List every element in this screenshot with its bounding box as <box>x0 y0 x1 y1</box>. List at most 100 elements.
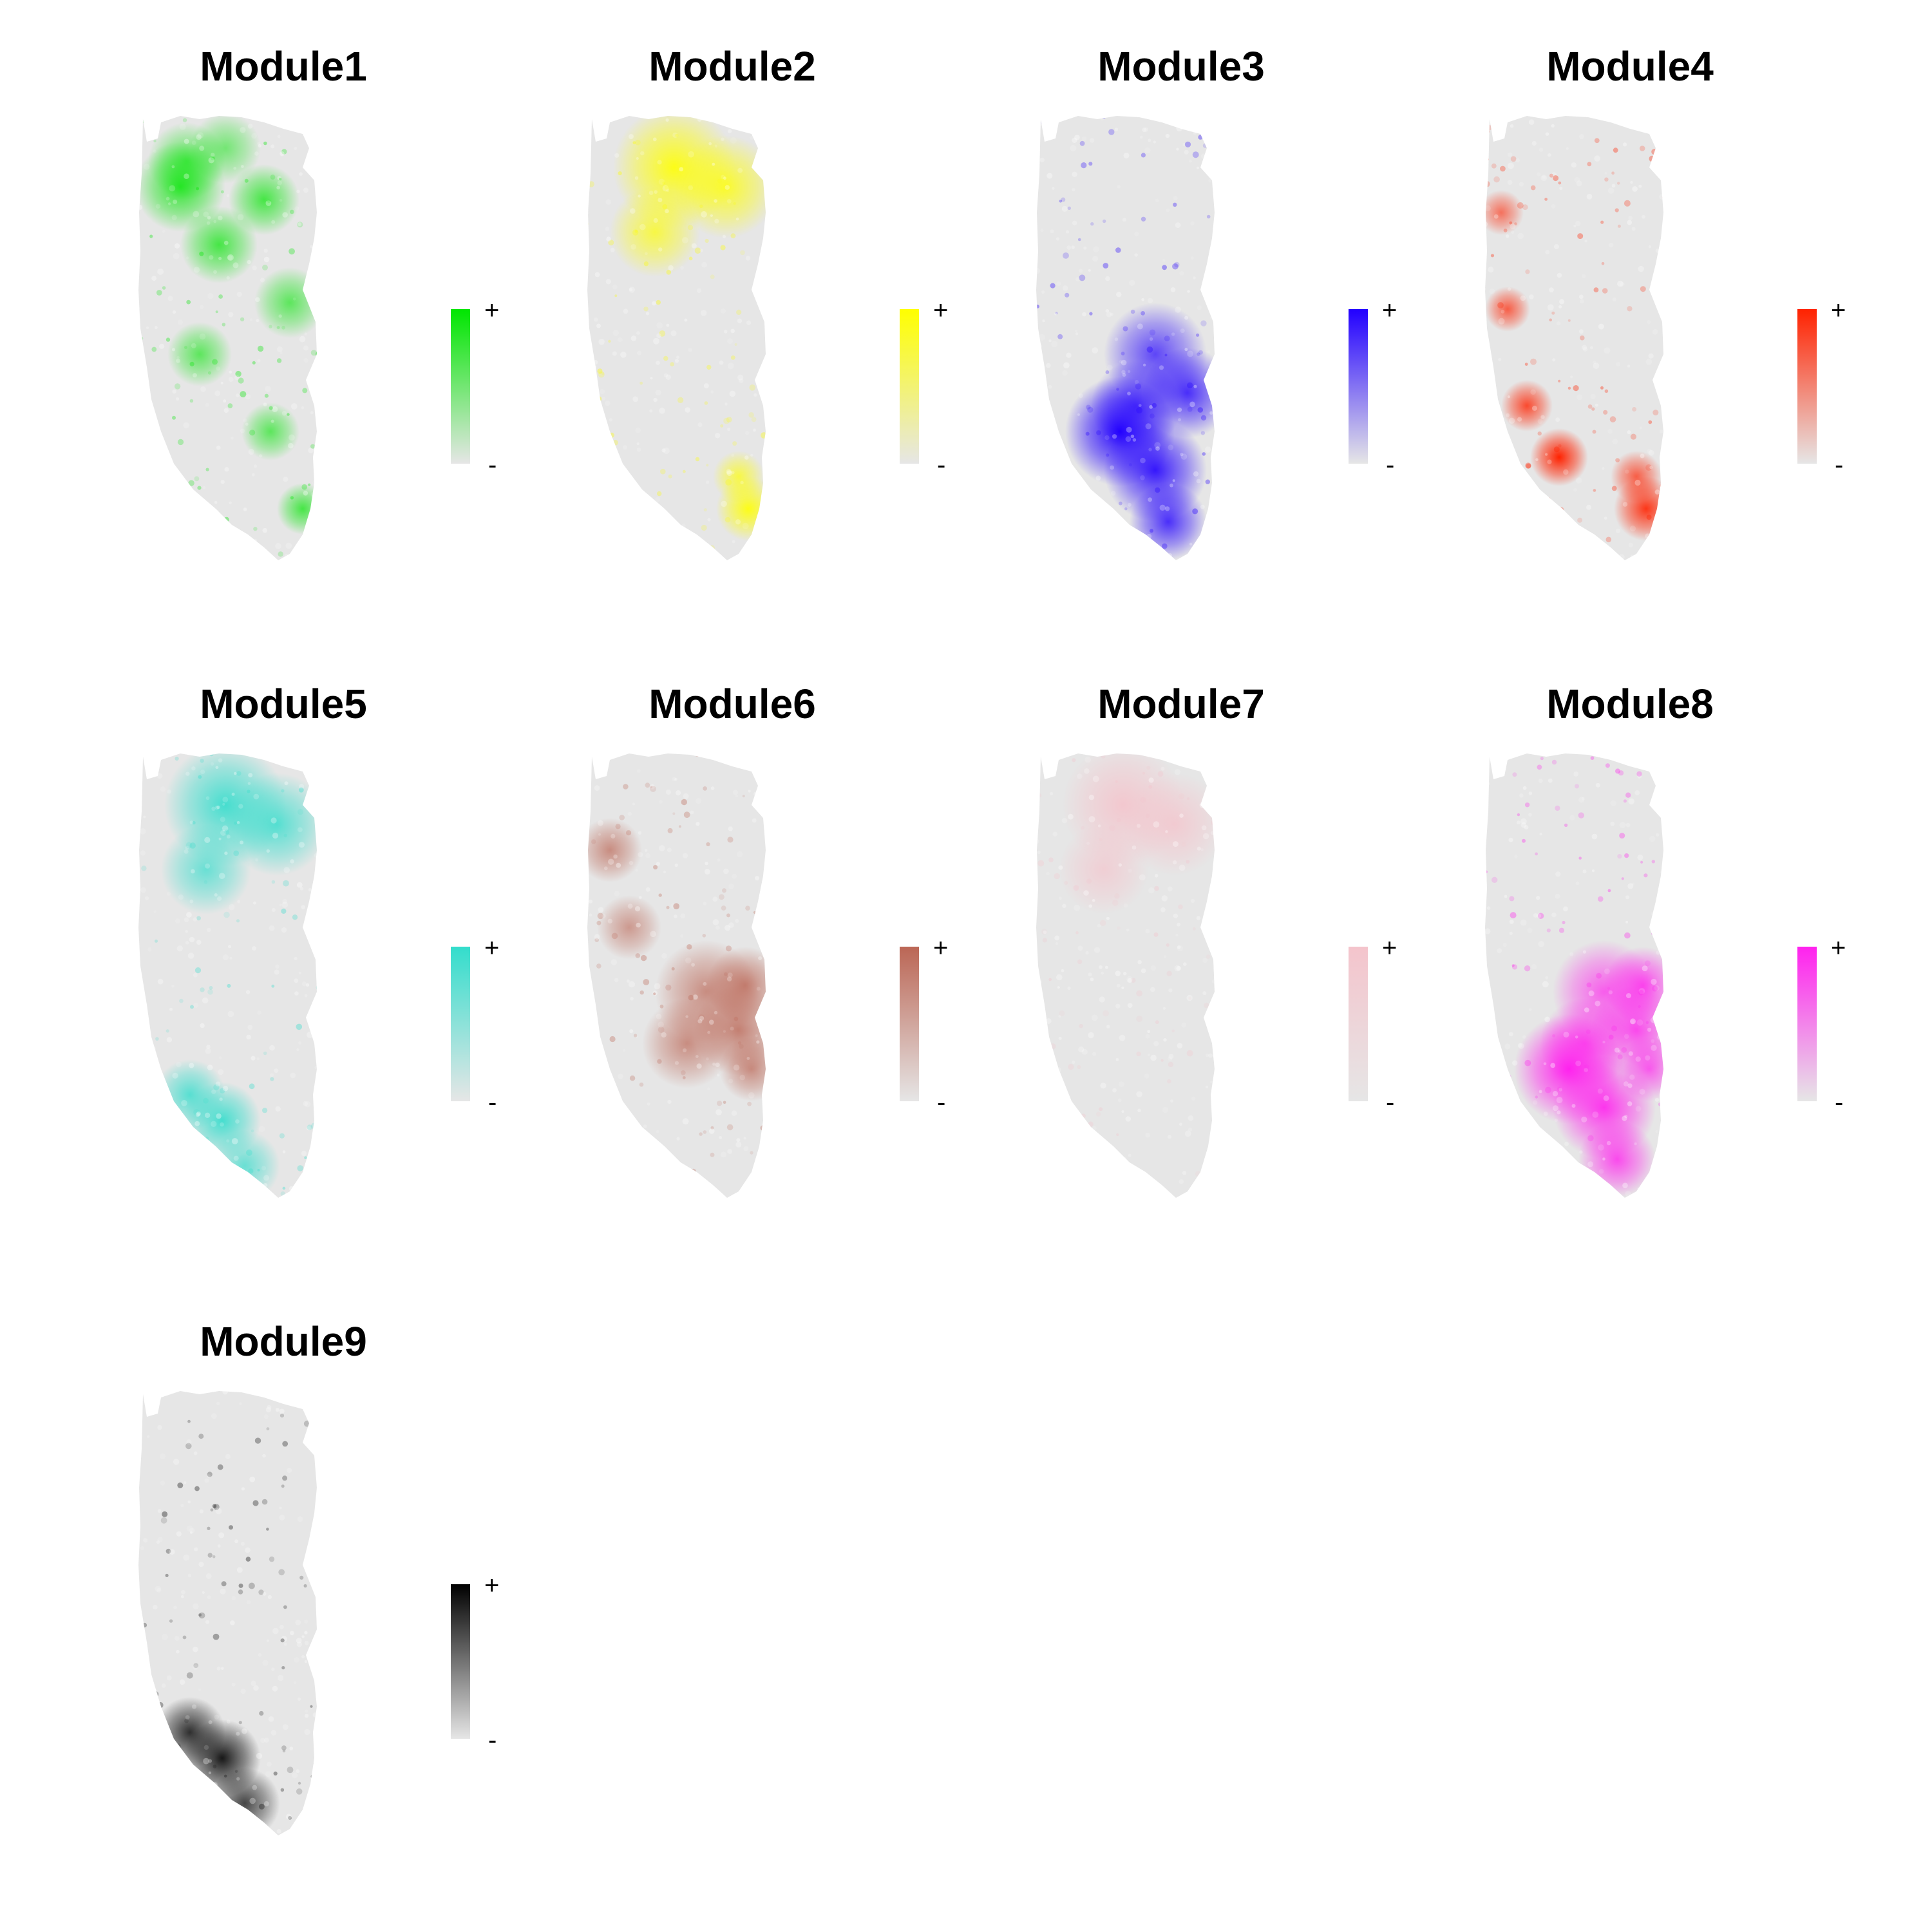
spatial-spot <box>304 1557 308 1561</box>
spatial-spot <box>667 1168 672 1173</box>
spatial-spot <box>1038 334 1045 341</box>
spatial-spot <box>629 860 634 866</box>
module2-legend-low: - <box>937 451 946 479</box>
spatial-spot <box>138 355 145 363</box>
expression-hotspot <box>706 947 766 1024</box>
spatial-spot <box>173 199 178 204</box>
spatial-spot <box>1099 1107 1103 1112</box>
spatial-spot <box>1636 1019 1643 1026</box>
spatial-spot <box>245 990 251 994</box>
spatial-spot <box>1118 501 1122 506</box>
spatial-spot <box>273 1771 278 1776</box>
spatial-spot <box>1166 971 1172 976</box>
spatial-spot <box>146 326 149 330</box>
spatial-spot <box>204 1188 209 1194</box>
spatial-spot <box>1202 143 1208 148</box>
spatial-spot <box>1492 876 1498 883</box>
spatial-spot <box>1197 305 1202 310</box>
spatial-spot <box>318 1661 323 1665</box>
spatial-spot <box>1535 1095 1538 1099</box>
spatial-spot <box>671 967 675 971</box>
spatial-spot <box>227 835 231 839</box>
spatial-spot <box>229 1525 233 1530</box>
spatial-spot <box>1177 1043 1183 1049</box>
spatial-spot <box>1104 435 1110 440</box>
spatial-spot <box>1540 1186 1546 1192</box>
spatial-spot <box>1558 181 1562 185</box>
spatial-spot <box>200 1162 205 1167</box>
spatial-spot <box>218 1069 224 1075</box>
spatial-spot <box>1097 923 1101 928</box>
spatial-spot <box>314 559 317 560</box>
spatial-spot <box>140 887 146 893</box>
spatial-spot <box>1502 943 1507 947</box>
spatial-spot <box>213 1084 220 1090</box>
spatial-spot <box>227 1199 232 1204</box>
spatial-spot <box>1643 873 1648 878</box>
spatial-spot <box>1604 171 1607 175</box>
spatial-spot <box>1631 227 1636 231</box>
spatial-spot <box>1557 1086 1562 1092</box>
spatial-spot <box>237 214 244 221</box>
spatial-spot <box>157 1774 163 1780</box>
spatial-spot <box>1648 420 1653 424</box>
spatial-spot <box>269 406 273 410</box>
spatial-spot <box>1163 1038 1167 1042</box>
spatial-spot <box>1517 232 1524 240</box>
spatial-spot <box>236 771 242 776</box>
spatial-spot <box>653 337 659 345</box>
spatial-spot <box>184 1718 189 1723</box>
spatial-spot <box>1077 238 1081 242</box>
spatial-spot <box>634 229 638 233</box>
spatial-spot <box>314 151 317 156</box>
spatial-spot <box>258 1589 264 1595</box>
spatial-spot <box>218 551 222 554</box>
spatial-spot <box>217 1544 221 1548</box>
spatial-spot <box>259 1710 264 1716</box>
spatial-spot <box>1147 1030 1151 1034</box>
spatial-spot <box>298 1781 301 1785</box>
spatial-spot <box>1590 393 1596 399</box>
spatial-spot <box>1511 964 1515 967</box>
spatial-spot <box>1036 357 1041 361</box>
spatial-spot <box>705 560 708 564</box>
spatial-spot <box>1493 214 1499 219</box>
spatial-spot <box>1655 248 1660 253</box>
spatial-spot <box>761 432 766 439</box>
spatial-spot <box>1170 1099 1173 1103</box>
spatial-spot <box>1638 265 1644 272</box>
spatial-spot <box>734 562 739 568</box>
spatial-spot <box>616 472 621 478</box>
spatial-spot <box>1121 352 1125 355</box>
spatial-spot <box>695 457 700 462</box>
spatial-spot <box>316 1189 317 1193</box>
spatial-spot <box>589 558 592 560</box>
spatial-spot <box>1525 269 1530 274</box>
spatial-spot <box>1528 813 1532 817</box>
spatial-spot <box>1063 362 1070 369</box>
spatial-spot <box>219 1056 222 1059</box>
spatial-spot <box>1036 838 1039 844</box>
spatial-spot <box>629 287 635 293</box>
spatial-spot <box>1078 1119 1084 1124</box>
spatial-spot <box>166 1820 171 1825</box>
spatial-spot <box>173 252 180 260</box>
spatial-spot <box>1603 410 1608 415</box>
spatial-spot <box>1056 237 1059 241</box>
spatial-spot <box>643 307 649 312</box>
spatial-spot <box>1525 462 1531 469</box>
spatial-spot <box>216 1401 220 1405</box>
spatial-spot <box>1600 386 1604 390</box>
spatial-spot <box>1196 916 1201 920</box>
spatial-spot <box>1649 155 1655 162</box>
spatial-spot <box>222 802 225 806</box>
spatial-spot <box>143 1538 148 1543</box>
spatial-spot <box>1554 1118 1558 1122</box>
spatial-spot <box>614 294 618 298</box>
spatial-spot <box>296 1769 300 1774</box>
spatial-spot <box>1117 926 1121 930</box>
spatial-spot <box>185 564 189 568</box>
spatial-spot <box>1191 1096 1196 1101</box>
spatial-spot <box>1648 353 1654 359</box>
expression-hotspot <box>719 1037 766 1101</box>
